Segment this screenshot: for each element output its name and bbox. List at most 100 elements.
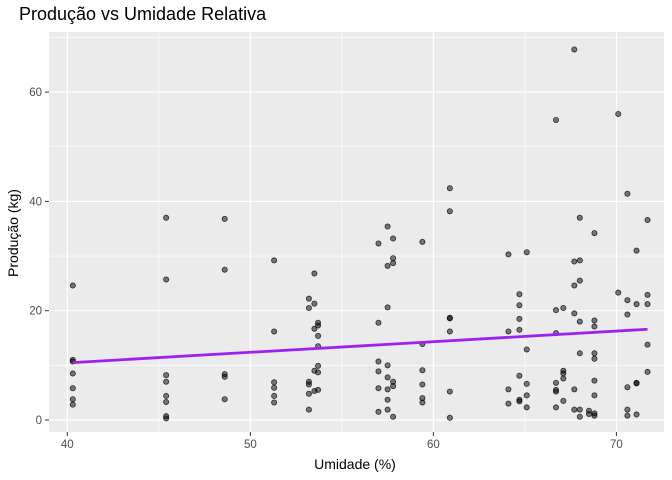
data-point	[375, 368, 382, 375]
data-point	[163, 276, 170, 283]
data-point	[221, 373, 228, 380]
data-point	[271, 384, 278, 391]
data-point	[571, 386, 578, 393]
data-point	[390, 413, 397, 420]
data-point	[163, 372, 170, 379]
data-point	[315, 369, 322, 376]
data-point	[644, 341, 651, 348]
data-point	[271, 328, 278, 335]
y-axis-label: Produção (kg)	[5, 189, 21, 277]
data-point	[384, 304, 391, 311]
data-point	[271, 399, 278, 406]
data-point	[591, 317, 598, 324]
data-point	[375, 358, 382, 365]
data-point	[384, 386, 391, 393]
data-point	[523, 346, 530, 353]
data-point	[419, 399, 426, 406]
data-point	[505, 400, 512, 407]
data-point	[375, 319, 382, 326]
data-point	[390, 255, 397, 262]
data-point	[591, 392, 598, 399]
data-point	[516, 302, 523, 309]
x-tick-label: 60	[427, 439, 440, 451]
data-point	[163, 398, 170, 405]
data-point	[305, 406, 312, 413]
data-point	[591, 323, 598, 330]
data-point	[390, 235, 397, 242]
data-point	[571, 406, 578, 413]
data-point	[553, 379, 560, 386]
data-point	[446, 315, 453, 322]
data-point	[576, 214, 583, 221]
data-point	[315, 386, 322, 393]
data-point	[305, 304, 312, 311]
data-point	[523, 249, 530, 256]
data-point	[591, 377, 598, 384]
y-tick-label: 0	[36, 415, 42, 427]
data-point	[305, 390, 312, 397]
major-gridlines	[49, 32, 664, 432]
data-point	[221, 215, 228, 222]
data-point	[163, 415, 170, 422]
data-point	[576, 257, 583, 264]
data-point	[624, 311, 631, 318]
data-point	[311, 300, 318, 307]
data-point	[311, 270, 318, 277]
data-point	[163, 378, 170, 385]
data-point	[624, 297, 631, 304]
data-point	[505, 251, 512, 258]
data-point	[633, 247, 640, 254]
data-point	[305, 381, 312, 388]
data-point	[633, 301, 640, 308]
data-point	[375, 385, 382, 392]
data-point	[591, 230, 598, 237]
data-point	[390, 383, 397, 390]
data-point	[384, 396, 391, 403]
y-axis-tick-labels: 0 20 40 60	[29, 87, 42, 427]
data-point	[305, 295, 312, 302]
x-axis-label: Umidade (%)	[314, 456, 396, 472]
data-point	[516, 315, 523, 322]
data-point	[271, 379, 278, 386]
data-point	[446, 185, 453, 192]
data-point	[446, 414, 453, 421]
data-point	[591, 412, 598, 419]
x-tick-label: 50	[244, 439, 257, 451]
data-point	[516, 326, 523, 333]
data-point	[384, 374, 391, 381]
data-point	[69, 396, 76, 403]
data-point	[419, 381, 426, 388]
y-tick-label: 20	[29, 306, 42, 318]
data-point	[384, 406, 391, 413]
data-point	[553, 116, 560, 123]
data-point	[446, 388, 453, 395]
data-point	[571, 282, 578, 289]
data-point	[315, 332, 322, 339]
data-point	[390, 260, 397, 267]
data-point	[516, 398, 523, 405]
data-point	[644, 291, 651, 298]
data-point	[585, 410, 592, 417]
data-points	[69, 46, 651, 422]
data-point	[505, 328, 512, 335]
data-point	[221, 396, 228, 403]
data-point	[576, 318, 583, 325]
data-point	[624, 384, 631, 391]
data-point	[560, 397, 567, 404]
data-point	[315, 362, 322, 369]
data-point	[560, 370, 567, 377]
data-point	[553, 307, 560, 314]
data-point	[163, 392, 170, 399]
data-point	[624, 190, 631, 197]
data-point	[633, 380, 640, 387]
data-point	[644, 368, 651, 375]
data-point	[271, 392, 278, 399]
data-point	[576, 413, 583, 420]
data-point	[271, 257, 278, 264]
data-point	[644, 216, 651, 223]
data-point	[571, 310, 578, 317]
x-axis-tick-labels: 40 50 60 70	[61, 439, 623, 451]
data-point	[571, 258, 578, 265]
data-point	[419, 238, 426, 245]
data-point	[446, 208, 453, 215]
